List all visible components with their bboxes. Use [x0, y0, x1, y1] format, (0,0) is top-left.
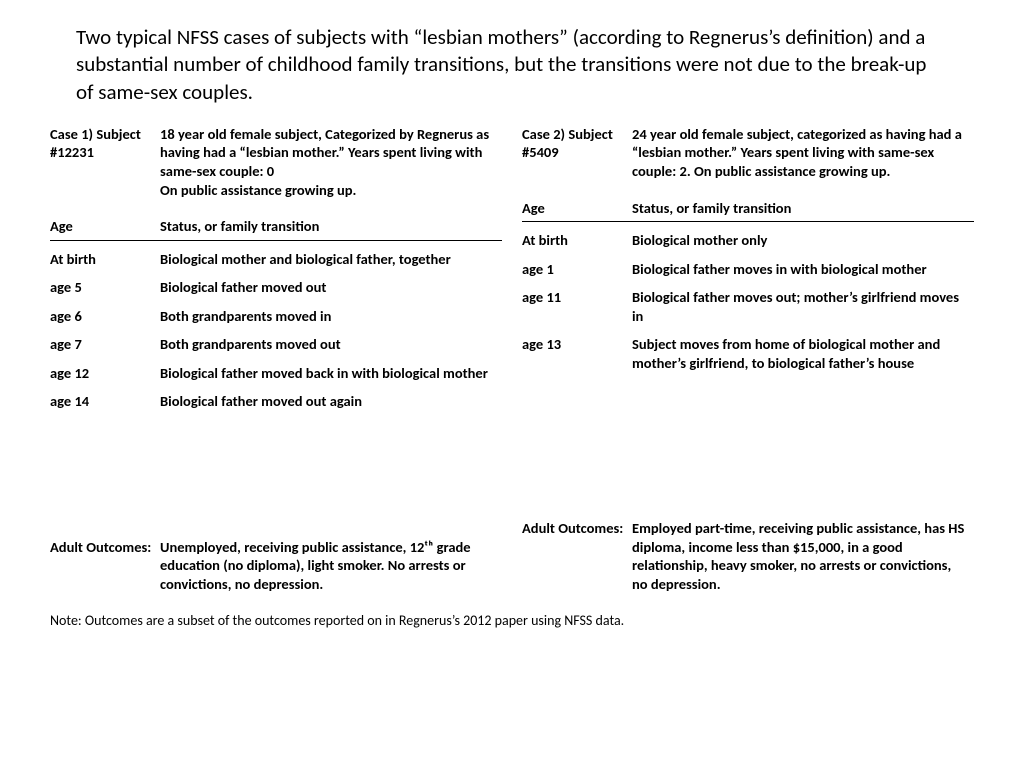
table-row: age 1Biological father moves in with bio…: [522, 255, 974, 284]
case-1-rows: At birthBiological mother and biological…: [50, 245, 502, 527]
table-row: age 7Both grandparents moved out: [50, 330, 502, 359]
case-2-description: 24 year old female subject, categorized …: [632, 125, 974, 181]
footnote: Note: Outcomes are a subset of the outco…: [50, 612, 974, 629]
table-row: age 12Biological father moved back in wi…: [50, 359, 502, 388]
age-cell: age 11: [522, 288, 632, 325]
age-cell: At birth: [522, 231, 632, 250]
age-cell: age 13: [522, 335, 632, 372]
case-2-outcome: Adult Outcomes: Employed part-time, rece…: [522, 514, 974, 598]
case-1: Case 1) Subject #12231 18 year old femal…: [50, 120, 502, 598]
case-1-description: 18 year old female subject, Categorized …: [160, 125, 502, 199]
case-1-outcome: Adult Outcomes: Unemployed, receiving pu…: [50, 533, 502, 599]
col-header-age: Age: [522, 199, 632, 218]
status-cell: Biological father moved back in with bio…: [160, 364, 502, 383]
age-cell: At birth: [50, 250, 160, 269]
age-cell: age 14: [50, 392, 160, 411]
table-row: age 13Subject moves from home of biologi…: [522, 330, 974, 377]
outcome-label: Adult Outcomes:: [50, 538, 160, 594]
case-1-id: Case 1) Subject #12231: [50, 125, 160, 199]
col-header-age: Age: [50, 217, 160, 236]
col-header-status: Status, or family transition: [632, 199, 974, 218]
case-2-id: Case 2) Subject #5409: [522, 125, 632, 181]
age-cell: age 7: [50, 335, 160, 354]
case-2: Case 2) Subject #5409 24 year old female…: [522, 120, 974, 598]
outcome-label: Adult Outcomes:: [522, 519, 632, 593]
status-cell: Biological father moves in with biologic…: [632, 260, 974, 279]
table-row: age 5Biological father moved out: [50, 273, 502, 302]
status-cell: Both grandparents moved out: [160, 335, 502, 354]
case-2-rows: At birthBiological mother onlyage 1Biolo…: [522, 226, 974, 508]
case-1-header: Case 1) Subject #12231 18 year old femal…: [50, 120, 502, 204]
case-2-header: Case 2) Subject #5409 24 year old female…: [522, 120, 974, 186]
case-1-column-headers: Age Status, or family transition: [50, 212, 502, 241]
cases-container: Case 1) Subject #12231 18 year old femal…: [50, 120, 974, 598]
table-row: age 11Biological father moves out; mothe…: [522, 283, 974, 330]
status-cell: Biological father moves out; mother’s gi…: [632, 288, 974, 325]
case-2-outcome-text: Employed part-time, receiving public ass…: [632, 519, 974, 593]
status-cell: Both grandparents moved in: [160, 307, 502, 326]
case-2-column-headers: Age Status, or family transition: [522, 194, 974, 223]
status-cell: Subject moves from home of biological mo…: [632, 335, 974, 372]
status-cell: Biological mother and biological father,…: [160, 250, 502, 269]
table-row: At birthBiological mother only: [522, 226, 974, 255]
col-header-status: Status, or family transition: [160, 217, 502, 236]
table-row: At birthBiological mother and biological…: [50, 245, 502, 274]
age-cell: age 1: [522, 260, 632, 279]
table-row: age 6Both grandparents moved in: [50, 302, 502, 331]
age-cell: age 12: [50, 364, 160, 383]
table-row: age 14Biological father moved out again: [50, 387, 502, 416]
status-cell: Biological father moved out again: [160, 392, 502, 411]
slide-title: Two typical NFSS cases of subjects with …: [50, 24, 974, 106]
status-cell: Biological father moved out: [160, 278, 502, 297]
age-cell: age 6: [50, 307, 160, 326]
status-cell: Biological mother only: [632, 231, 974, 250]
age-cell: age 5: [50, 278, 160, 297]
case-1-outcome-text: Unemployed, receiving public assistance,…: [160, 538, 502, 594]
